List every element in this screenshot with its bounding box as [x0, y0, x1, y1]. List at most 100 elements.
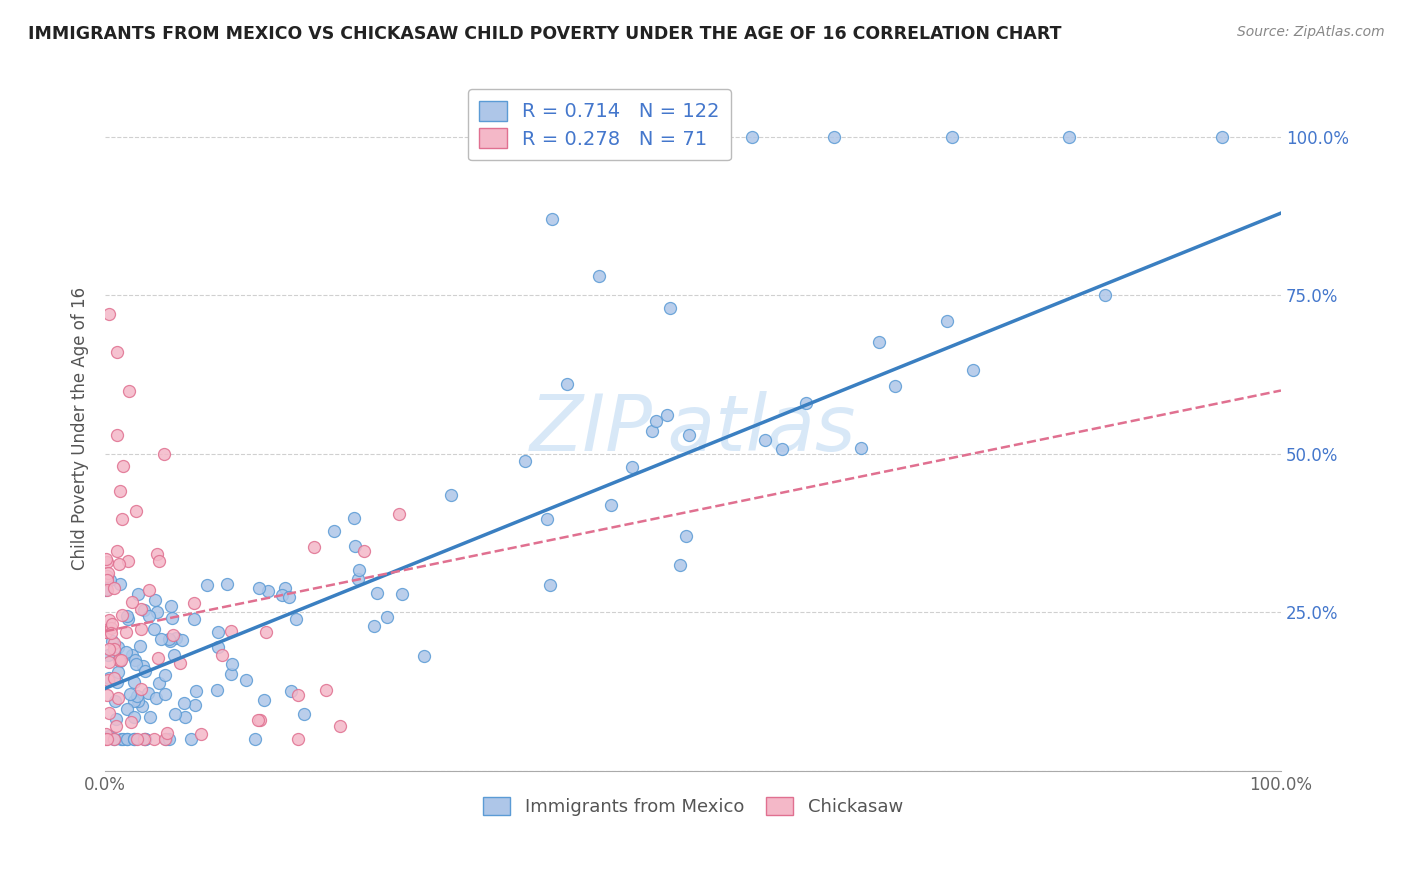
Point — [329, 719, 352, 733]
Point — [349, 563, 371, 577]
Point — [125, 689, 148, 703]
Point — [105, 345, 128, 359]
Point — [669, 558, 692, 572]
Point — [120, 687, 142, 701]
Point — [104, 712, 127, 726]
Point — [138, 582, 160, 597]
Point — [257, 583, 280, 598]
Point — [347, 572, 370, 586]
Point — [108, 483, 131, 498]
Point — [159, 599, 181, 613]
Point — [153, 731, 176, 746]
Point — [302, 540, 325, 554]
Point — [249, 714, 271, 728]
Point — [678, 428, 700, 442]
Point — [658, 301, 681, 315]
Point — [115, 731, 138, 746]
Point — [146, 650, 169, 665]
Point — [173, 696, 195, 710]
Point — [754, 433, 776, 447]
Text: Source: ZipAtlas.com: Source: ZipAtlas.com — [1237, 25, 1385, 39]
Point — [153, 447, 176, 461]
Point — [96, 582, 118, 597]
Point — [149, 632, 172, 646]
Point — [323, 524, 346, 538]
Point — [157, 731, 180, 746]
Point — [125, 503, 148, 517]
Point — [122, 731, 145, 746]
Point — [153, 668, 176, 682]
Point — [277, 590, 299, 604]
Point — [536, 512, 558, 526]
Point — [134, 731, 156, 746]
Point — [96, 574, 118, 588]
Point — [254, 624, 277, 639]
Point — [121, 648, 143, 662]
Point — [124, 653, 146, 667]
Point — [127, 694, 149, 708]
Point — [207, 625, 229, 640]
Point — [94, 551, 117, 566]
Point — [343, 539, 366, 553]
Point — [122, 731, 145, 746]
Point — [103, 731, 125, 746]
Point — [101, 616, 124, 631]
Point — [125, 731, 148, 746]
Point — [103, 671, 125, 685]
Point — [105, 675, 128, 690]
Point — [114, 624, 136, 639]
Point — [165, 631, 187, 645]
Point — [117, 612, 139, 626]
Point — [941, 130, 963, 145]
Point — [138, 609, 160, 624]
Point — [112, 458, 135, 473]
Point — [440, 488, 463, 502]
Point — [868, 334, 890, 349]
Point — [962, 363, 984, 377]
Point — [134, 731, 156, 746]
Point — [100, 626, 122, 640]
Point — [366, 586, 388, 600]
Point — [131, 699, 153, 714]
Point — [148, 554, 170, 568]
Point — [94, 625, 117, 640]
Y-axis label: Child Poverty Under the Age of 16: Child Poverty Under the Age of 16 — [72, 287, 89, 570]
Point — [97, 308, 120, 322]
Point — [163, 706, 186, 721]
Point — [122, 674, 145, 689]
Point — [134, 731, 156, 746]
Point — [94, 583, 117, 598]
Point — [110, 731, 132, 746]
Point — [94, 624, 117, 639]
Point — [292, 706, 315, 721]
Point — [883, 379, 905, 393]
Point — [184, 684, 207, 698]
Point — [287, 731, 309, 746]
Point — [155, 731, 177, 746]
Point — [129, 681, 152, 696]
Point — [180, 731, 202, 746]
Point — [134, 603, 156, 617]
Point — [138, 686, 160, 700]
Point — [103, 642, 125, 657]
Point — [108, 577, 131, 591]
Point — [97, 566, 120, 580]
Point — [103, 693, 125, 707]
Point — [375, 610, 398, 624]
Point — [219, 624, 242, 638]
Point — [645, 414, 668, 428]
Point — [247, 713, 270, 727]
Point — [129, 640, 152, 654]
Point — [122, 694, 145, 708]
Point — [146, 547, 169, 561]
Legend: Immigrants from Mexico, Chickasaw: Immigrants from Mexico, Chickasaw — [477, 789, 910, 823]
Point — [190, 726, 212, 740]
Point — [823, 130, 845, 145]
Point — [103, 581, 125, 595]
Point — [96, 727, 118, 741]
Point — [641, 424, 664, 438]
Point — [125, 657, 148, 671]
Point — [1059, 130, 1081, 145]
Point — [96, 555, 118, 569]
Point — [280, 684, 302, 698]
